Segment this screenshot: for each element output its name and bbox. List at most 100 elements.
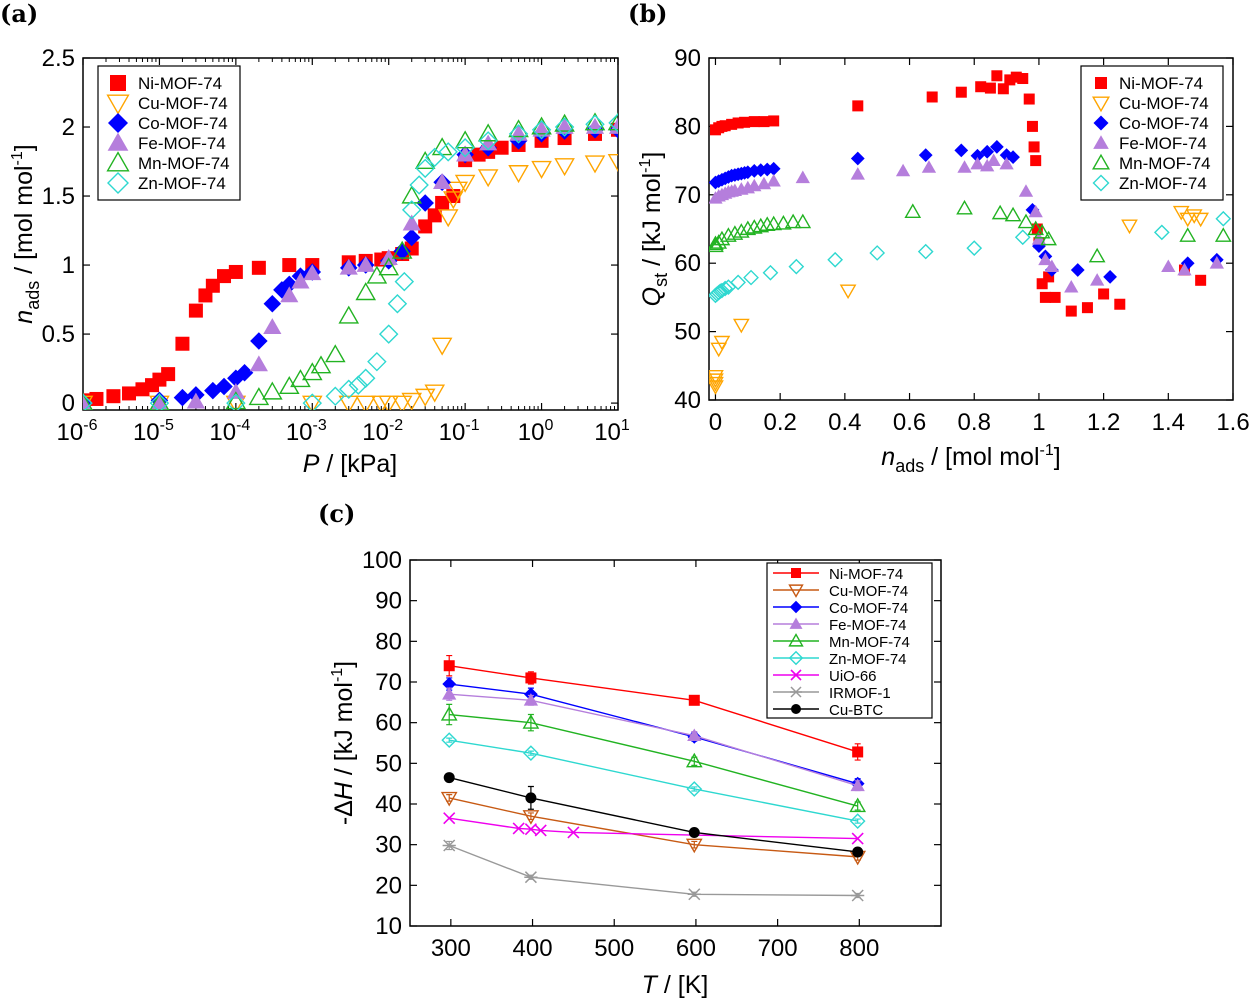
data-point	[442, 191, 464, 210]
y-tick-label: 2.5	[42, 45, 75, 72]
data-point	[438, 142, 458, 162]
data-point	[456, 145, 475, 162]
data-point	[391, 395, 413, 410]
data-point	[282, 258, 297, 273]
data-point	[401, 392, 423, 410]
data-point	[387, 293, 408, 314]
data-point	[338, 395, 360, 410]
data-point	[263, 294, 282, 313]
data-point	[849, 797, 867, 813]
data-point	[1114, 298, 1126, 310]
x-tick-label: 10-6	[57, 417, 98, 446]
data-point	[378, 395, 400, 410]
data-point	[726, 118, 738, 130]
legend-entry-cu-btc: Cu-BTC	[773, 702, 883, 719]
data-point	[339, 379, 359, 400]
data-point	[1017, 73, 1029, 85]
legend-marker	[788, 633, 804, 647]
data-point	[839, 284, 857, 300]
data-point	[356, 255, 375, 272]
x-tick-label: 10-5	[133, 417, 174, 446]
error-bar	[691, 786, 698, 792]
legend-label: Fe-MOF-74	[1119, 134, 1207, 153]
legend-label: Mn-MOF-74	[1119, 154, 1211, 173]
data-point	[442, 839, 456, 852]
data-point	[424, 384, 446, 403]
data-point	[768, 115, 780, 127]
y-tick-label: 2	[62, 114, 75, 141]
data-point	[1033, 223, 1051, 239]
data-point	[784, 213, 802, 229]
data-point	[775, 214, 792, 230]
legend-entry-cu-mof-74: Cu-MOF-74	[1091, 94, 1209, 113]
data-point	[743, 269, 759, 286]
data-point	[726, 225, 744, 240]
data-point	[1004, 206, 1022, 222]
error-bar	[446, 737, 453, 743]
data-point	[926, 91, 938, 103]
legend-entry-co-mof-74: Co-MOF-74	[1093, 114, 1209, 133]
data-point	[338, 305, 360, 324]
data-point	[424, 147, 445, 168]
data-point	[986, 153, 1001, 166]
data-point	[739, 220, 757, 236]
panel-b-x-label: nads / [mol mol-1]	[881, 442, 1060, 476]
data-point	[379, 249, 398, 265]
y-tick-label: 80	[674, 113, 701, 140]
legend-marker	[1095, 77, 1107, 89]
data-point	[173, 388, 192, 407]
legend-marker	[791, 704, 801, 714]
data-point	[1014, 229, 1031, 246]
data-point	[512, 822, 525, 835]
legend-marker	[790, 669, 802, 681]
panel-c-y-label: -ΔH / [kJ mol-1]	[329, 661, 358, 825]
data-point	[301, 395, 323, 410]
legend-entry-uio-66: UiO-66	[773, 668, 877, 685]
data-point	[1214, 227, 1232, 242]
legend-label: Co-MOF-74	[1119, 114, 1209, 133]
data-point	[431, 137, 453, 156]
data-point	[732, 223, 750, 238]
data-point	[1006, 150, 1020, 165]
data-point	[585, 114, 605, 134]
data-point	[1030, 155, 1042, 167]
legend-entry-ni-mof-74: Ni-MOF-74	[110, 74, 222, 93]
legend-marker	[789, 600, 803, 614]
data-point	[758, 116, 770, 128]
legend-marker	[1091, 153, 1111, 170]
data-point	[348, 375, 369, 395]
data-point	[534, 824, 547, 837]
series-cu-btc	[443, 772, 864, 858]
data-point	[523, 745, 539, 762]
panel-a-letter: (a)	[0, 0, 38, 28]
legend-label: Zn-MOF-74	[1119, 174, 1207, 193]
data-point	[975, 81, 987, 93]
data-point	[714, 282, 730, 299]
panel-b-letter: (b)	[628, 0, 668, 28]
series-line	[449, 776, 858, 853]
legend-label: IRMOF-1	[829, 685, 891, 702]
panel-c-letter: (c)	[318, 499, 355, 528]
data-point	[850, 778, 865, 792]
data-point	[999, 156, 1014, 170]
data-point	[739, 116, 751, 128]
error-bar	[527, 750, 534, 756]
data-point	[324, 344, 346, 363]
y-tick-label: 90	[375, 588, 402, 615]
data-point	[531, 120, 552, 140]
data-point	[249, 355, 268, 372]
data-point	[554, 158, 575, 177]
data-point	[401, 185, 423, 204]
data-point	[150, 393, 169, 410]
y-tick-label: 80	[375, 628, 402, 655]
data-point	[1177, 262, 1192, 276]
panel-a-ticks: 10-6 10-5 10-4 10-3 10-2 10-1 100 101 0 0.5 1 1.5 2 2…	[42, 45, 630, 446]
series-cu-mof-74	[440, 791, 867, 866]
legend-marker	[790, 686, 802, 698]
data-point	[149, 392, 170, 410]
data-point	[849, 813, 866, 829]
x-tick-label: 0.8	[958, 409, 991, 436]
series-mn-mof-74	[440, 703, 867, 813]
data-point	[1195, 274, 1207, 286]
x-tick-label: 10-2	[362, 417, 403, 446]
